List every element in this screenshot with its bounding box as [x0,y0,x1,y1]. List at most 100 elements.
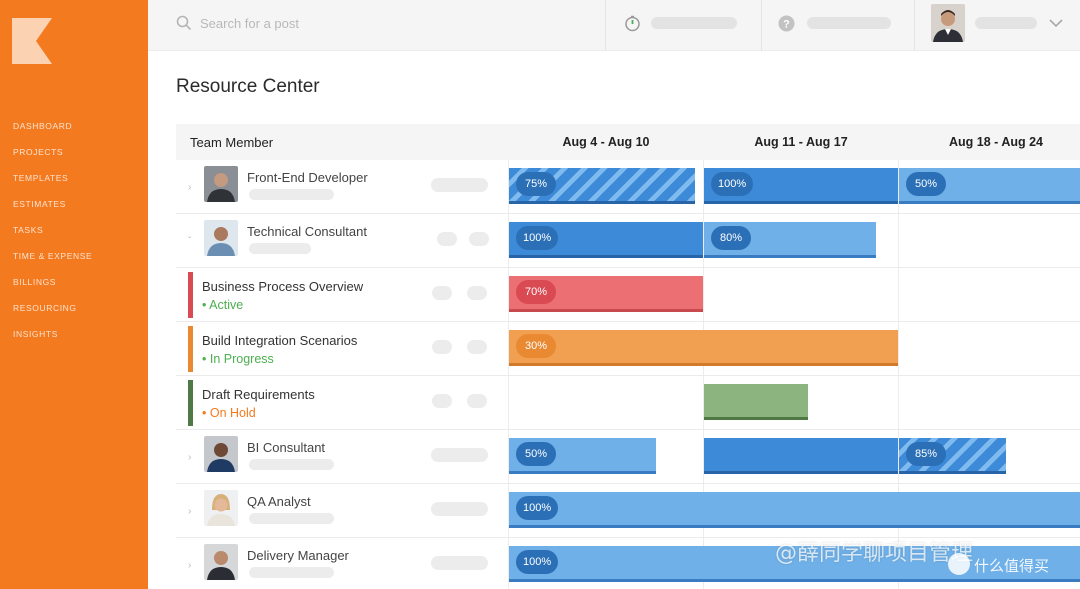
sidebar-nav: DASHBOARD PROJECTS TEMPLATES ESTIMATES T… [13,120,92,354]
task-name: Business Process Overview [202,279,364,294]
task-cell: Business Process Overview • Active [176,268,508,321]
allocation-bar[interactable]: 30% [509,330,898,366]
placeholder-pill [431,448,488,462]
placeholder-pill [467,340,487,354]
allocation-badge: 70% [516,280,556,304]
sidebar-item-resourcing[interactable]: RESOURCING [13,303,77,313]
topbar-divider [605,0,606,51]
placeholder-pill [249,567,334,578]
member-cell: ˇ Technical Consultant [176,214,508,267]
placeholder-pill [437,232,457,246]
placeholder-pill [432,394,452,408]
allocation-bar[interactable] [704,384,808,420]
allocation-bar[interactable]: 85% [899,438,1006,474]
watermark-text: @薛同学聊项目管理 [775,541,974,566]
top-bar: ? [148,0,1080,51]
allocation-badge: 85% [906,442,946,466]
column-header-team-member: Team Member [190,135,274,150]
task-cell: Draft Requirements • On Hold [176,376,508,429]
watermark-brand: 什么值得买 [974,557,1050,575]
chevron-down-icon[interactable] [1048,15,1064,31]
table-row[interactable]: › Delivery Manager 100% [176,538,1080,589]
week-divider [508,160,509,589]
allocation-badge: 100% [516,496,559,520]
chevron-right-icon[interactable]: › [188,182,192,193]
table-row[interactable]: ˇ Technical Consultant 100% 80% [176,214,1080,268]
table-row[interactable]: › Front-End Developer 75% 100% 50% [176,160,1080,214]
allocation-bar[interactable]: 70% [509,276,703,312]
sidebar-item-dashboard[interactable]: DASHBOARD [13,121,73,131]
allocation-bar[interactable]: 100% [509,546,1080,582]
sidebar-item-billings[interactable]: BILLINGS [13,277,57,287]
task-color-bar [188,380,193,426]
sidebar-item-projects[interactable]: PROJECTS [13,147,64,157]
task-name: Draft Requirements [202,387,315,402]
task-name: Build Integration Scenarios [202,333,358,348]
table-row[interactable]: Build Integration Scenarios • In Progres… [176,322,1080,376]
chevron-right-icon[interactable]: › [188,560,192,571]
user-name-placeholder [975,17,1037,29]
allocation-badge: 80% [711,226,751,250]
chevron-right-icon[interactable]: › [188,506,192,517]
status-badge: • In Progress [202,352,274,366]
member-cell: › Delivery Manager [176,538,508,589]
member-name: QA Analyst [247,494,311,509]
placeholder-pill [467,286,487,300]
allocation-badge: 100% [516,226,559,250]
table-row[interactable]: Business Process Overview • Active 70% [176,268,1080,322]
search-input[interactable] [200,12,560,34]
member-name: BI Consultant [247,440,326,455]
sidebar-item-time-expense[interactable]: TIME & EXPENSE [13,251,93,261]
allocation-bar[interactable]: 80% [704,222,876,258]
resource-grid-header: Team Member Aug 4 - Aug 10 Aug 11 - Aug … [176,124,1080,160]
timer-icon[interactable] [624,15,641,32]
avatar [204,436,238,472]
sidebar-item-insights[interactable]: INSIGHTS [13,329,58,339]
week-header: Aug 11 - Aug 17 [754,135,848,149]
topbar-divider [761,0,762,51]
allocation-badge: 30% [516,334,556,358]
task-color-bar [188,272,193,318]
allocation-badge: 50% [516,442,556,466]
kantata-logo[interactable] [12,18,52,64]
help-icon[interactable]: ? [778,15,795,32]
page-title: Resource Center [176,76,320,97]
member-name: Front-End Developer [247,170,368,185]
allocation-badge: 50% [906,172,946,196]
user-avatar[interactable] [931,4,965,42]
table-row[interactable]: Draft Requirements • On Hold [176,376,1080,430]
task-cell: Build Integration Scenarios • In Progres… [176,322,508,375]
member-cell: › QA Analyst [176,484,508,537]
placeholder-pill [249,459,334,470]
allocation-bar[interactable]: 100% [704,168,898,204]
task-color-bar [188,326,193,372]
placeholder-pill [469,232,489,246]
allocation-bar[interactable]: 75% [509,168,695,204]
placeholder-pill [431,502,488,516]
table-row[interactable]: › BI Consultant 50% 85% [176,430,1080,484]
timer-placeholder [651,17,737,29]
svg-text:?: ? [783,19,790,31]
avatar [204,220,238,256]
sidebar-item-estimates[interactable]: ESTIMATES [13,199,66,209]
status-badge: • Active [202,298,244,312]
allocation-bar[interactable]: 50% [509,438,656,474]
table-row[interactable]: › QA Analyst 100% [176,484,1080,538]
help-placeholder [807,17,891,29]
sidebar-item-tasks[interactable]: TASKS [13,225,44,235]
allocation-badge: 100% [711,172,754,196]
week-divider [703,160,704,589]
sidebar-item-templates[interactable]: TEMPLATES [13,173,69,183]
allocation-bar[interactable]: 100% [509,492,1080,528]
placeholder-pill [431,556,488,570]
chevron-right-icon[interactable]: › [188,452,192,463]
allocation-badge: 75% [516,172,556,196]
chevron-down-icon[interactable]: ˇ [188,236,192,247]
allocation-bar[interactable]: 50% [899,168,1080,204]
placeholder-pill [432,286,452,300]
avatar [204,490,238,526]
allocation-bar[interactable]: 100% [509,222,703,258]
allocation-bar[interactable] [704,438,898,474]
watermark-logo-icon [948,553,970,575]
week-header: Aug 4 - Aug 10 [562,135,650,149]
